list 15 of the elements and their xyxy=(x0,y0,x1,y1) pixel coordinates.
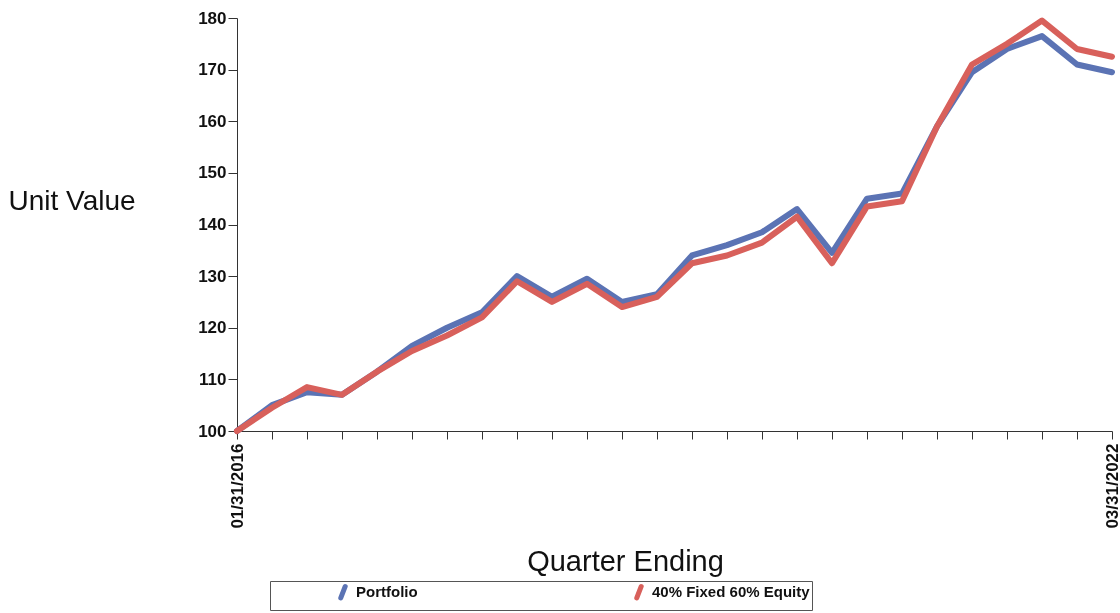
y-tick-label: 170 xyxy=(198,60,227,80)
x-tick-label: 01/31/2016 xyxy=(227,443,247,529)
y-tick-label: 110 xyxy=(199,369,227,389)
y-tick-label: 150 xyxy=(198,163,227,183)
y-tick-label: 180 xyxy=(198,8,227,28)
y-tick-label: 140 xyxy=(198,215,227,234)
y-tick-label: 100 xyxy=(198,421,227,441)
y-tick-label: 130 xyxy=(198,266,227,286)
x-axis-title: Quarter Ending xyxy=(527,544,724,577)
y-tick-label: 160 xyxy=(198,111,227,131)
y-tick-label: 120 xyxy=(198,318,227,338)
y-axis-title: Unit Value xyxy=(8,184,136,216)
legend-label: 40% Fixed 60% Equity xyxy=(652,583,811,601)
x-tick-label: 03/31/2022 xyxy=(1102,443,1120,529)
legend-label: Portfolio xyxy=(356,583,418,601)
